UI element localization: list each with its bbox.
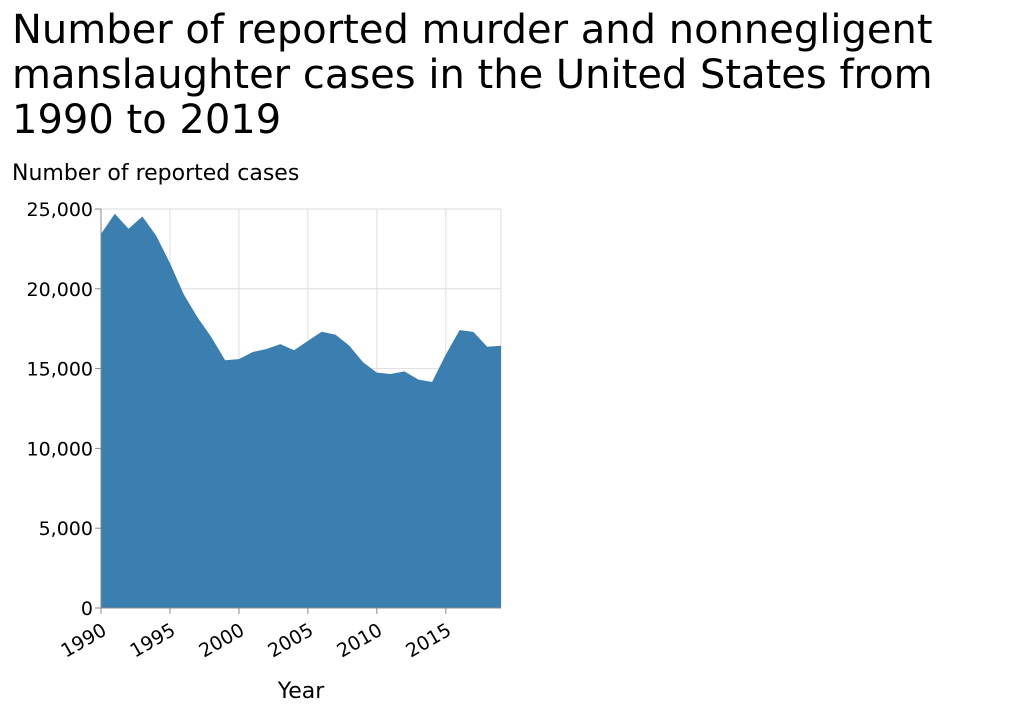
y-tick-label: 10,000 — [27, 438, 93, 460]
y-axis-title: Number of reported cases — [12, 161, 299, 186]
x-tick-label: 2005 — [264, 619, 317, 662]
y-tick-label: 5,000 — [39, 518, 93, 540]
y-tick-label: 15,000 — [27, 359, 93, 381]
chart-title-line-3: 1990 to 2019 — [12, 97, 282, 143]
chart-title-line-1: Number of reported murder and nonneglige… — [12, 7, 933, 53]
series-area — [101, 213, 501, 608]
x-tick-label: 2010 — [333, 619, 386, 662]
y-tick-label: 0 — [81, 598, 93, 620]
y-tick-label: 25,000 — [27, 199, 93, 221]
x-tick-label: 2015 — [402, 619, 455, 662]
y-tick-label: 20,000 — [27, 279, 93, 301]
x-tick-label: 1995 — [126, 619, 179, 662]
x-tick-label: 1990 — [57, 619, 110, 662]
chart-title: Number of reported murder and nonneglige… — [12, 8, 1032, 143]
x-axis-title: Year — [277, 679, 326, 704]
chart-title-line-2: manslaughter cases in the United States … — [12, 52, 933, 98]
plot-area — [101, 213, 501, 608]
x-tick-label: 2000 — [195, 619, 248, 662]
